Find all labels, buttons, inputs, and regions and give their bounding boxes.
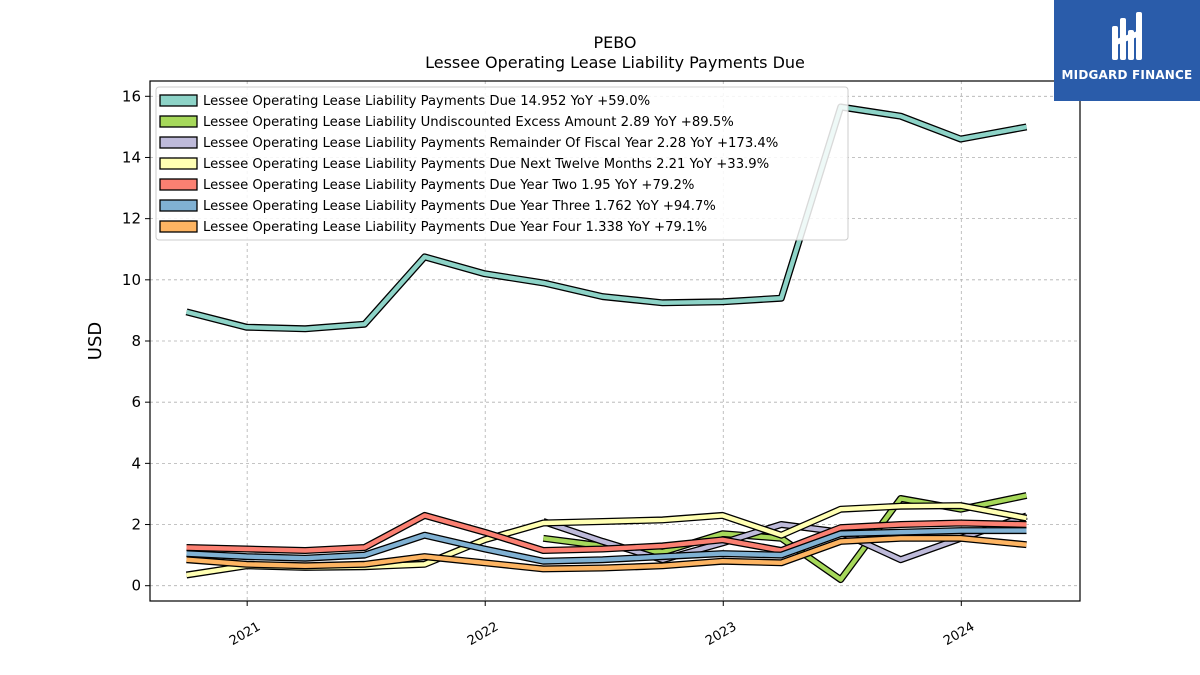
- y-tick-label: 0: [131, 577, 141, 595]
- y-tick-label: 6: [131, 393, 141, 411]
- y-tick-label: 12: [122, 210, 141, 228]
- legend-entry-1[interactable]: Lessee Operating Lease Liability Payment…: [203, 94, 650, 109]
- series-line-5: [186, 513, 1027, 553]
- chart-title: Lessee Operating Lease Liability Payment…: [425, 53, 805, 72]
- legend-swatch-6: [159, 199, 198, 212]
- legend-swatch-3: [159, 136, 198, 149]
- logo-mark-icon: [1112, 12, 1142, 60]
- legend-entry-3[interactable]: Lessee Operating Lease Liability Payment…: [203, 136, 778, 151]
- chart-ticker: PEBO: [593, 33, 637, 52]
- legend-swatch-7: [159, 220, 198, 233]
- x-tick-label: 2022: [465, 619, 501, 649]
- legend-entry-2[interactable]: Lessee Operating Lease Liability Undisco…: [203, 115, 734, 130]
- x-tick-label: 2023: [703, 619, 739, 649]
- y-tick-label: 2: [131, 516, 141, 534]
- midgard-finance-logo: MIDGARD FINANCE: [1054, 0, 1200, 101]
- legend-entry-6[interactable]: Lessee Operating Lease Liability Payment…: [203, 199, 716, 214]
- series-line-7: [186, 536, 1027, 572]
- legend[interactable]: Lessee Operating Lease Liability Payment…: [155, 86, 849, 241]
- y-tick-label: 10: [122, 271, 141, 289]
- legend-swatch-5: [159, 178, 198, 191]
- logo-text: MIDGARD FINANCE: [1061, 68, 1193, 82]
- legend-entry-4[interactable]: Lessee Operating Lease Liability Payment…: [203, 157, 769, 172]
- y-tick-label: 16: [122, 87, 141, 105]
- series-lines: [185, 103, 1028, 584]
- series-line-6: [186, 528, 1027, 564]
- legend-swatch-4: [159, 157, 198, 170]
- x-tick-label: 2024: [941, 619, 977, 649]
- legend-swatch-1: [159, 94, 198, 107]
- series-line-1: [185, 104, 1027, 331]
- legend-swatch-2: [159, 115, 198, 128]
- legend-box: [155, 86, 849, 241]
- x-tick-label: 2021: [227, 619, 263, 649]
- y-tick-label: 4: [131, 454, 141, 472]
- y-axis-label: USD: [85, 322, 106, 360]
- legend-entry-7[interactable]: Lessee Operating Lease Liability Payment…: [203, 220, 707, 235]
- y-tick-label: 14: [122, 148, 141, 166]
- y-tick-label: 8: [131, 332, 141, 350]
- legend-entry-5[interactable]: Lessee Operating Lease Liability Payment…: [203, 178, 694, 193]
